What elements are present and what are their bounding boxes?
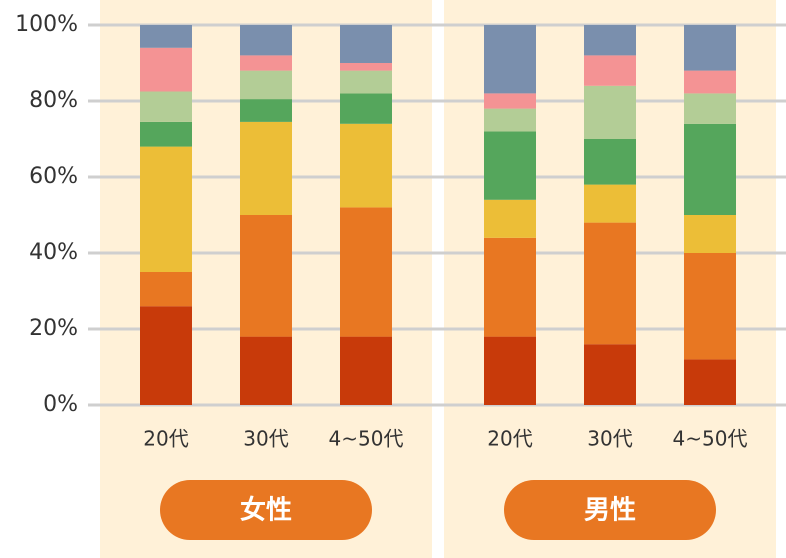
- bar-segment: [484, 199, 536, 238]
- bar-segment: [484, 108, 536, 132]
- bar-segment: [140, 121, 192, 147]
- bar-segment: [484, 25, 536, 94]
- group-label[interactable]: 男性: [584, 496, 636, 526]
- x-tick-label: 20代: [487, 427, 532, 451]
- bar-segment: [140, 306, 192, 405]
- bar-segment: [484, 131, 536, 200]
- bar-segment: [684, 25, 736, 71]
- bar-segment: [240, 99, 292, 122]
- bar-segment: [140, 91, 192, 122]
- bar-segment: [340, 25, 392, 63]
- bar-segment: [584, 25, 636, 56]
- bar-segment: [484, 93, 536, 109]
- bar-segment: [684, 215, 736, 253]
- bar-segment: [584, 222, 636, 345]
- bar-segment: [340, 93, 392, 124]
- x-tick-label: 30代: [243, 427, 288, 451]
- bar-segment: [340, 70, 392, 94]
- group-button[interactable]: [160, 480, 372, 540]
- bar-segment: [684, 253, 736, 360]
- bar-segment: [584, 85, 636, 139]
- bar-segment: [240, 25, 292, 56]
- y-tick-label: 80%: [29, 88, 78, 113]
- x-tick-label: 4~50代: [329, 427, 404, 451]
- bar-segment: [484, 237, 536, 337]
- bar-segment: [240, 70, 292, 100]
- bar-segment: [684, 93, 736, 124]
- bar-segment: [584, 344, 636, 405]
- x-tick-label: 30代: [587, 427, 632, 451]
- bar-segment: [340, 63, 392, 71]
- bar-segment: [140, 25, 192, 48]
- y-tick-label: 60%: [29, 164, 78, 189]
- bar-segment: [340, 207, 392, 337]
- bar-segment: [140, 47, 192, 92]
- bar-segment: [140, 146, 192, 272]
- bar-segment: [684, 70, 736, 94]
- group-button[interactable]: [504, 480, 716, 540]
- bar-segment: [584, 184, 636, 223]
- y-tick-label: 20%: [29, 316, 78, 341]
- bar-segment: [240, 215, 292, 337]
- y-tick-label: 100%: [15, 12, 78, 37]
- bar-segment: [340, 336, 392, 405]
- y-tick-label: 40%: [29, 240, 78, 265]
- y-tick-label: 0%: [43, 392, 78, 417]
- bar-segment: [684, 123, 736, 215]
- bar-segment: [140, 272, 192, 307]
- bar-segment: [484, 336, 536, 405]
- bar-segment: [240, 336, 292, 405]
- bar-segment: [584, 139, 636, 185]
- bar-segment: [240, 55, 292, 71]
- bar-segment: [684, 359, 736, 405]
- bar-segment: [340, 123, 392, 208]
- group-label[interactable]: 女性: [240, 495, 292, 526]
- x-tick-label: 20代: [143, 427, 188, 451]
- bar-segment: [240, 121, 292, 215]
- x-tick-label: 4~50代: [673, 427, 748, 451]
- bar-segment: [584, 55, 636, 86]
